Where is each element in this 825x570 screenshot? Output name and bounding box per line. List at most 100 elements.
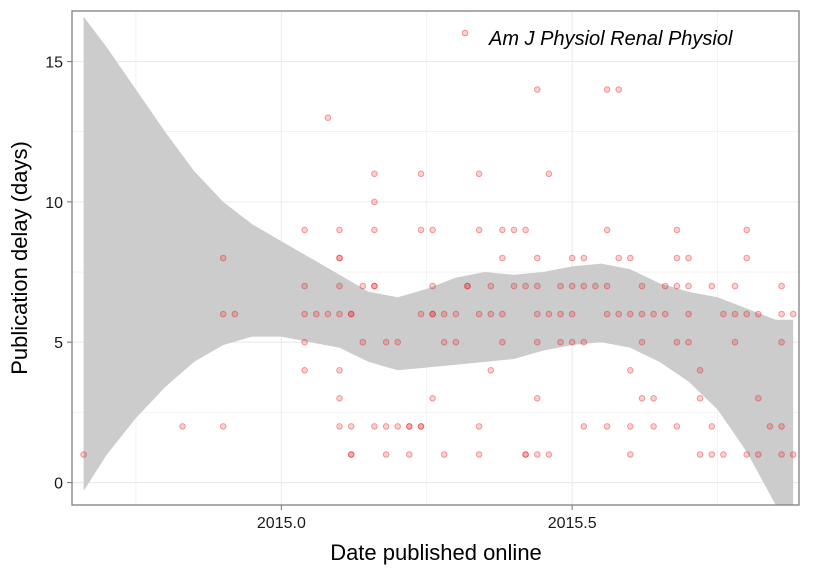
data-point — [568, 254, 576, 262]
data-point — [406, 423, 413, 430]
data-point — [696, 395, 704, 402]
data-point — [347, 451, 355, 458]
data-point — [696, 451, 704, 458]
data-point — [592, 282, 599, 290]
data-point — [615, 86, 623, 93]
data-point — [371, 198, 378, 206]
data-point — [179, 423, 186, 430]
data-point — [499, 254, 506, 262]
data-point — [336, 367, 343, 374]
data-point — [650, 395, 657, 402]
x-axis-ticks: 2015.0 2015.5 — [257, 505, 597, 532]
data-point — [394, 423, 402, 430]
data-point — [731, 338, 739, 346]
data-point — [627, 310, 634, 318]
data-point — [627, 451, 634, 458]
data-point — [638, 338, 646, 346]
data-point — [650, 310, 657, 318]
data-point — [475, 170, 483, 178]
data-point — [615, 254, 623, 262]
data-point — [603, 423, 611, 430]
y-tick-label: 5 — [54, 335, 63, 352]
data-point — [755, 395, 762, 402]
data-point — [638, 395, 646, 402]
data-point — [510, 282, 518, 290]
data-point — [429, 310, 436, 318]
data-point — [534, 451, 541, 458]
data-point — [522, 282, 529, 290]
data-point — [557, 282, 564, 290]
data-point — [487, 282, 495, 290]
data-point — [557, 310, 564, 318]
confidence-band-area — [83, 16, 794, 505]
data-point — [336, 226, 343, 234]
data-point — [778, 338, 785, 346]
data-point — [534, 282, 541, 290]
y-tick-label: 10 — [45, 195, 63, 212]
data-point — [417, 423, 425, 430]
data-point — [406, 451, 413, 458]
data-point — [708, 423, 716, 430]
data-point — [627, 423, 634, 430]
data-point — [301, 282, 308, 290]
data-point — [336, 395, 343, 402]
plot-border — [71, 10, 800, 506]
y-axis-ticks: 0 5 10 15 — [45, 55, 72, 493]
data-point — [429, 395, 436, 402]
data-point — [534, 254, 541, 262]
data-point — [440, 451, 448, 458]
x-tick-label: 2015.0 — [257, 515, 306, 532]
data-point — [499, 226, 506, 234]
x-tick-label: 2015.5 — [548, 515, 597, 532]
data-point — [359, 282, 367, 290]
data-point — [417, 310, 425, 318]
data-point — [673, 226, 681, 234]
data-point — [417, 423, 425, 430]
data-point — [464, 282, 471, 290]
data-point — [371, 282, 378, 290]
data-point — [708, 282, 716, 290]
data-point — [568, 338, 576, 346]
data-point — [475, 451, 483, 458]
data-point — [545, 310, 553, 318]
data-point — [568, 282, 576, 290]
data-point — [336, 423, 343, 430]
data-point — [568, 310, 576, 318]
data-point — [661, 282, 669, 290]
data-point — [685, 282, 692, 290]
data-point — [219, 254, 227, 262]
data-point — [650, 423, 657, 430]
data-point — [80, 451, 87, 458]
data-point — [534, 338, 541, 346]
data-point — [499, 310, 506, 318]
data-point — [696, 367, 704, 374]
data-point — [731, 282, 739, 290]
data-point — [708, 451, 716, 458]
data-point — [638, 282, 646, 290]
data-point — [673, 254, 681, 262]
data-point — [440, 338, 448, 346]
data-point — [685, 254, 692, 262]
data-points — [80, 86, 797, 458]
data-point — [731, 310, 739, 318]
data-point — [452, 338, 460, 346]
x-axis-title: Date published online — [330, 540, 542, 565]
data-point — [673, 282, 681, 290]
data-point — [673, 423, 681, 430]
data-point — [743, 226, 751, 234]
data-point — [603, 86, 611, 93]
data-point — [382, 423, 390, 430]
data-point — [475, 226, 483, 234]
data-point — [603, 226, 611, 234]
data-point — [219, 423, 227, 430]
data-point — [755, 310, 762, 318]
data-point — [580, 338, 588, 346]
data-point — [371, 170, 378, 178]
legend-label: Am J Physiol Renal Physiol — [488, 28, 733, 50]
data-point — [534, 310, 541, 318]
data-point — [452, 310, 460, 318]
confidence-band — [83, 16, 794, 505]
data-point — [778, 423, 785, 430]
data-point — [522, 451, 529, 458]
